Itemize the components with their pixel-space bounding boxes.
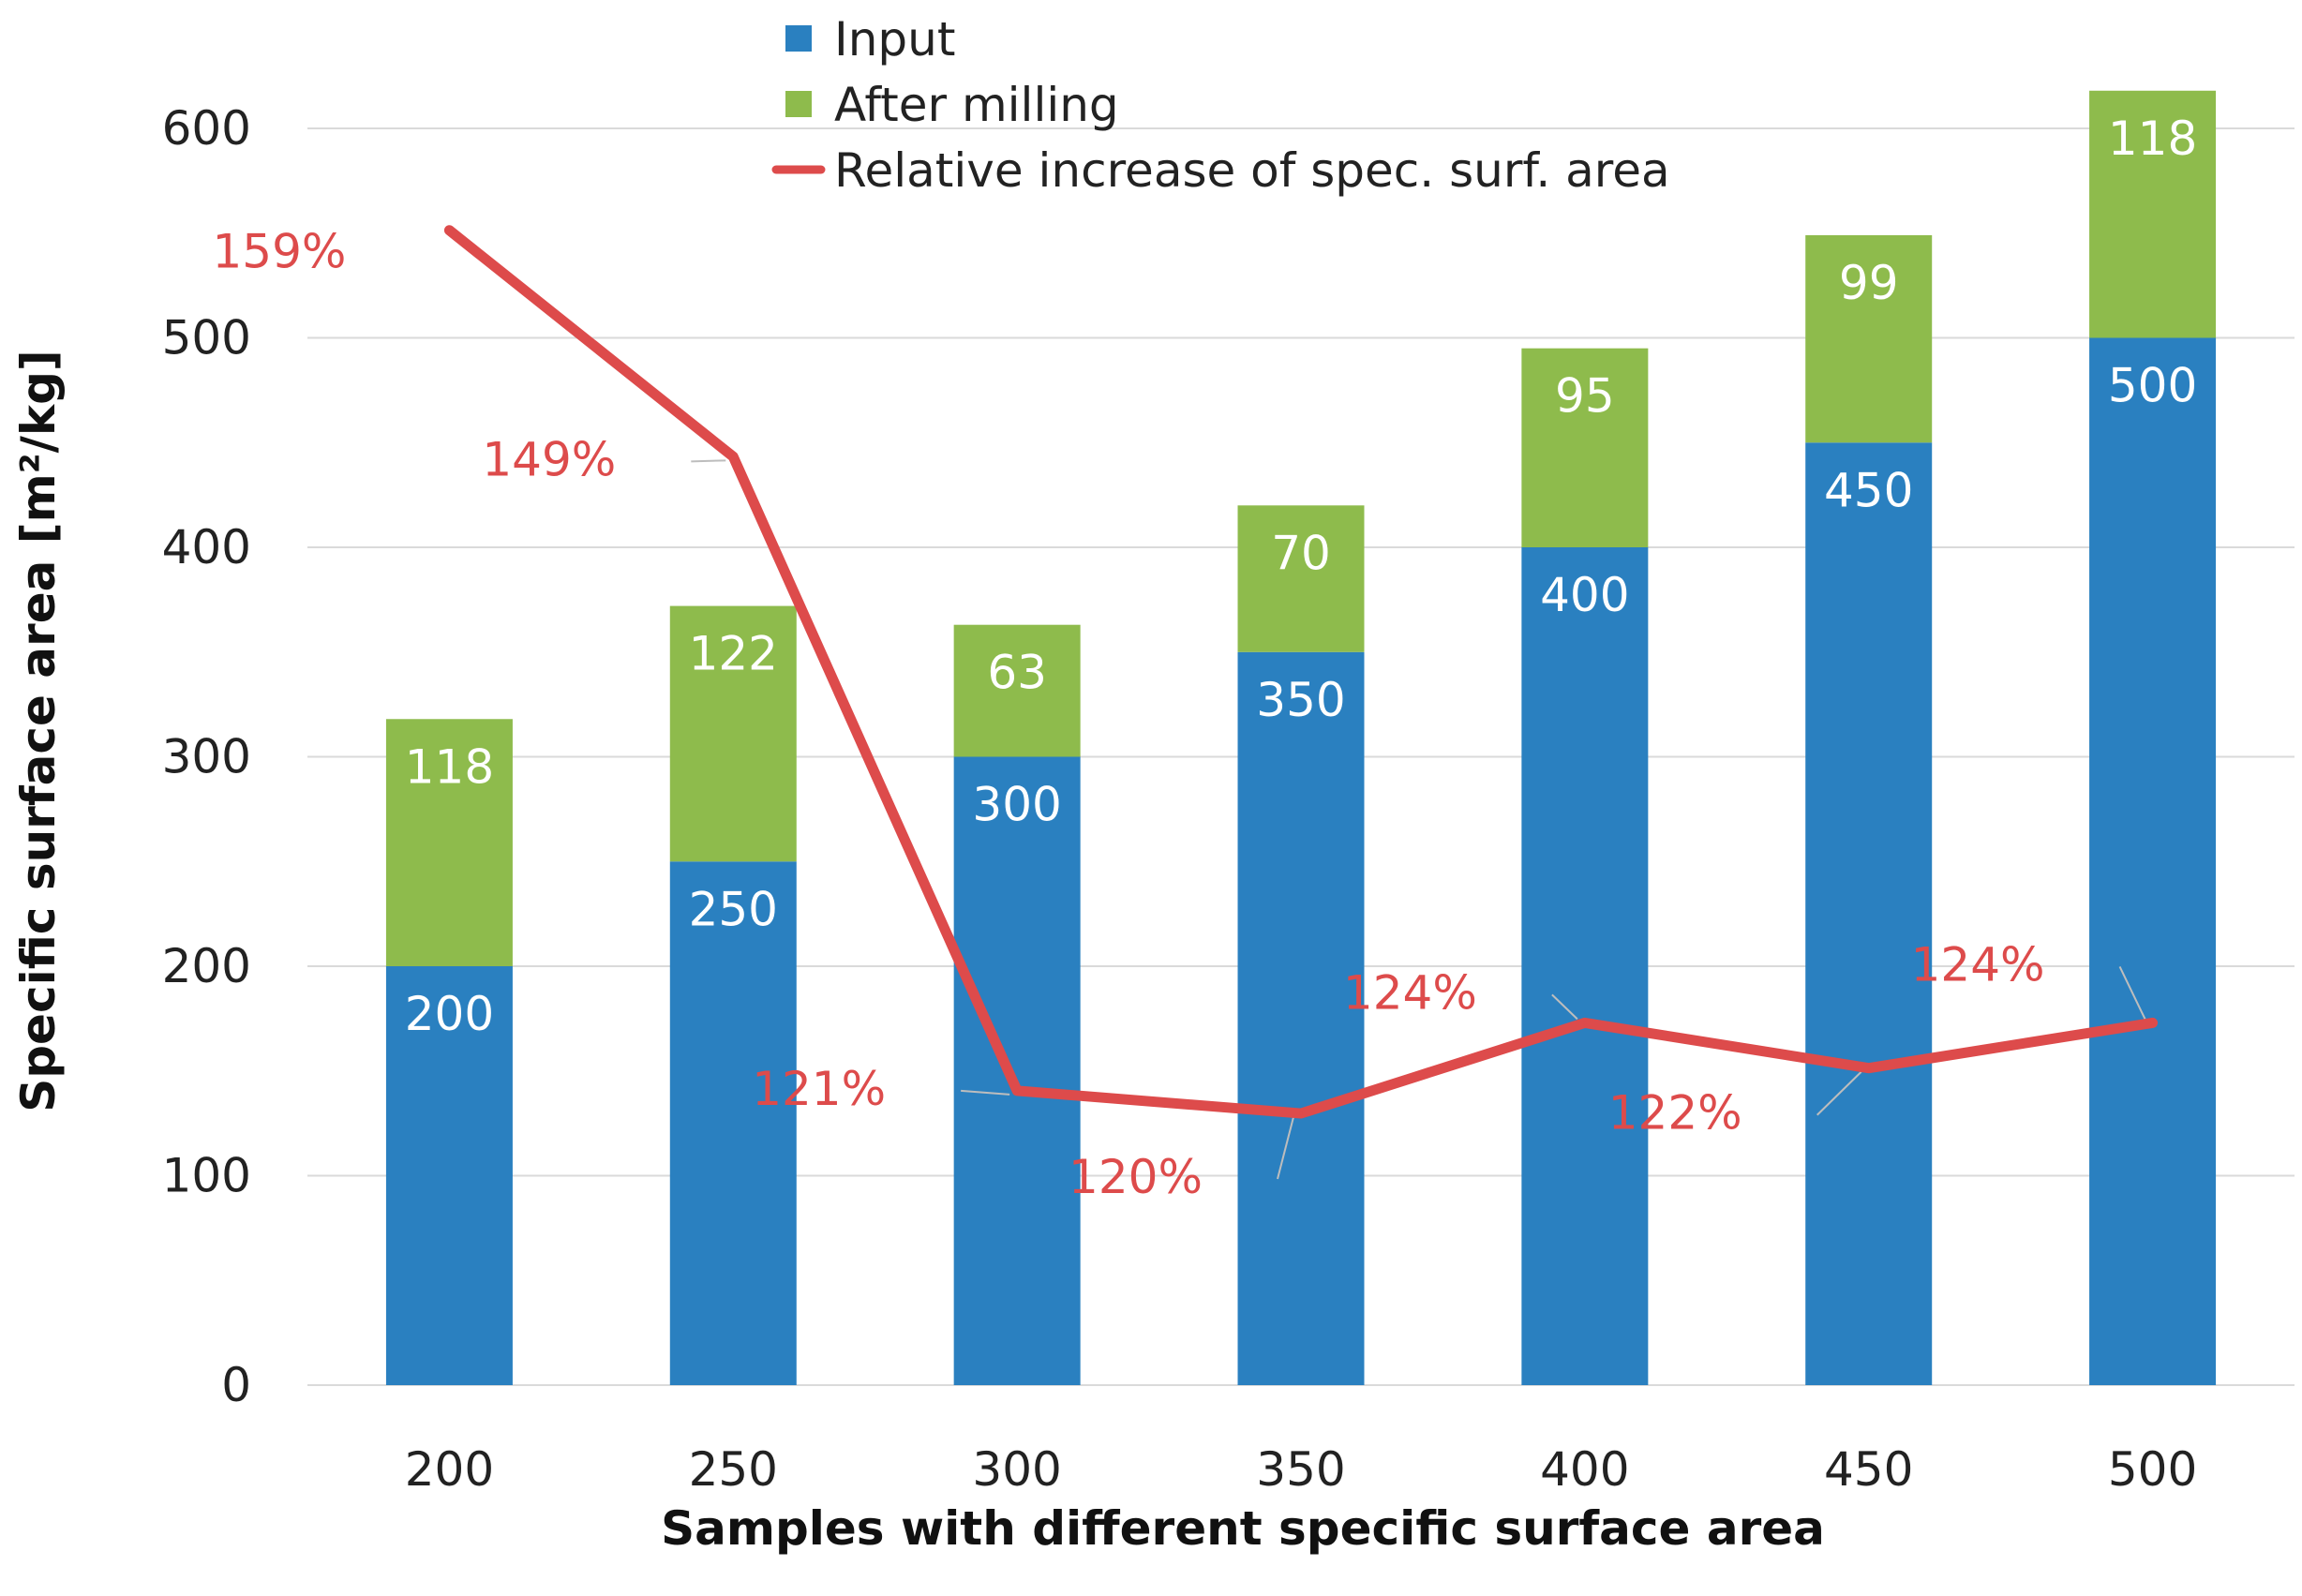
y-tick-label-300: 300 [162, 730, 251, 784]
line-point-450 [1866, 1066, 1871, 1070]
bar-after-milling-250 [669, 605, 797, 862]
legend-label-relative-increase: Relative increase of spec. surf. area [834, 143, 1670, 198]
percent-label-450: 122% [1608, 1086, 1742, 1141]
leader-line-500 [2118, 965, 2146, 1020]
leader-lines [691, 459, 2146, 1180]
y-tick-label-500: 500 [162, 311, 251, 365]
bar-label-input-250: 250 [689, 882, 778, 936]
bar-label-input-350: 350 [1256, 673, 1345, 727]
legend-swatch-after-milling [785, 91, 812, 117]
bar-after-milling-200 [385, 719, 513, 966]
bar-value-labels: 200 118 250 122 300 63 350 70 400 95 450 99 500 118 [405, 112, 2198, 1041]
bar-input-250 [669, 861, 797, 1385]
relative-increase-line [443, 225, 2159, 1119]
bar-after-milling-350 [1237, 505, 1365, 652]
bar-label-after-milling-300: 63 [987, 646, 1047, 700]
y-tick-label-0: 0 [221, 1358, 251, 1412]
legend-swatch-input [785, 25, 812, 52]
x-axis-ticks: 200 250 300 350 400 450 500 [405, 1442, 2198, 1497]
line-point-250 [731, 455, 736, 459]
x-tick-label-400: 400 [1540, 1442, 1629, 1497]
bar-label-input-500: 500 [2108, 359, 2197, 413]
x-axis-title: Samples with different specific surface … [661, 1501, 1825, 1556]
bars [385, 90, 2217, 1385]
legend: Input After milling Relative increase of… [771, 12, 1670, 198]
percent-label-350: 120% [1069, 1150, 1203, 1204]
bar-label-after-milling-500: 118 [2108, 112, 2197, 166]
bar-input-400 [1521, 547, 1649, 1385]
bar-after-milling-500 [2089, 90, 2217, 338]
percent-label-300: 121% [752, 1062, 886, 1116]
y-axis-title: Specific surface area [m²/kg] [11, 350, 66, 1112]
bar-label-after-milling-250: 122 [689, 627, 778, 681]
x-tick-label-200: 200 [405, 1442, 494, 1497]
legend-label-after-milling: After milling [834, 78, 1119, 132]
line-point-200 [447, 228, 452, 232]
bar-input-450 [1805, 442, 1933, 1385]
percent-label-500: 124% [1911, 937, 2045, 992]
bar-label-input-200: 200 [405, 987, 494, 1041]
bar-label-after-milling-450: 99 [1839, 256, 1899, 310]
line-point-400 [1582, 1021, 1587, 1025]
y-tick-label-400: 400 [162, 520, 251, 574]
bar-after-milling-400 [1521, 348, 1649, 547]
y-tick-label-100: 100 [162, 1149, 251, 1203]
x-tick-label-250: 250 [689, 1442, 778, 1497]
bar-label-after-milling-200: 118 [405, 739, 494, 794]
y-tick-label-600: 600 [162, 101, 251, 156]
bar-input-300 [953, 756, 1081, 1385]
bar-label-input-450: 450 [1824, 463, 1913, 517]
legend-label-input: Input [834, 12, 955, 67]
percent-label-250: 149% [482, 432, 616, 486]
bar-after-milling-450 [1805, 234, 1933, 443]
line-point-300 [1015, 1088, 1020, 1093]
bar-input-500 [2089, 337, 2217, 1385]
x-tick-label-300: 300 [972, 1442, 1061, 1497]
leader-line-400 [1551, 993, 1578, 1021]
percent-label-200: 159% [212, 225, 346, 279]
y-tick-label-200: 200 [162, 939, 251, 993]
bar-input-350 [1237, 651, 1365, 1385]
bar-label-after-milling-400: 95 [1555, 369, 1615, 424]
bar-label-input-300: 300 [972, 778, 1061, 832]
bar-label-after-milling-350: 70 [1271, 526, 1331, 580]
x-tick-label-450: 450 [1824, 1442, 1913, 1497]
leader-line-300 [961, 1089, 1010, 1096]
line-point-500 [2150, 1021, 2155, 1025]
bar-input-200 [385, 966, 513, 1385]
leader-line-450 [1816, 1071, 1862, 1116]
bar-label-input-400: 400 [1540, 568, 1629, 622]
y-axis-ticks: 0 100 200 300 400 500 600 [162, 101, 251, 1412]
percent-label-400: 124% [1343, 965, 1477, 1020]
leader-line-350 [1277, 1116, 1294, 1180]
x-tick-label-350: 350 [1256, 1442, 1345, 1497]
x-tick-label-500: 500 [2108, 1442, 2197, 1497]
bar-after-milling-300 [953, 624, 1081, 757]
line-point-350 [1299, 1111, 1303, 1116]
percent-labels: 159% 149% 121% 120% 124% 122% 124% [212, 225, 2044, 1204]
leader-line-250 [691, 459, 726, 463]
